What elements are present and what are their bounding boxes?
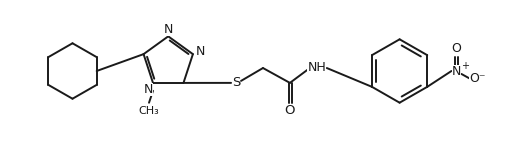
Text: N: N bbox=[144, 83, 153, 96]
Text: O: O bbox=[450, 42, 461, 55]
Text: O: O bbox=[284, 104, 295, 117]
Text: N: N bbox=[163, 23, 173, 36]
Text: NH: NH bbox=[307, 60, 326, 74]
Text: N: N bbox=[195, 45, 205, 58]
Text: S: S bbox=[232, 76, 240, 89]
Text: N: N bbox=[451, 64, 460, 78]
Text: CH₃: CH₃ bbox=[138, 106, 159, 116]
Text: +: + bbox=[461, 61, 468, 71]
Text: O⁻: O⁻ bbox=[468, 72, 485, 85]
